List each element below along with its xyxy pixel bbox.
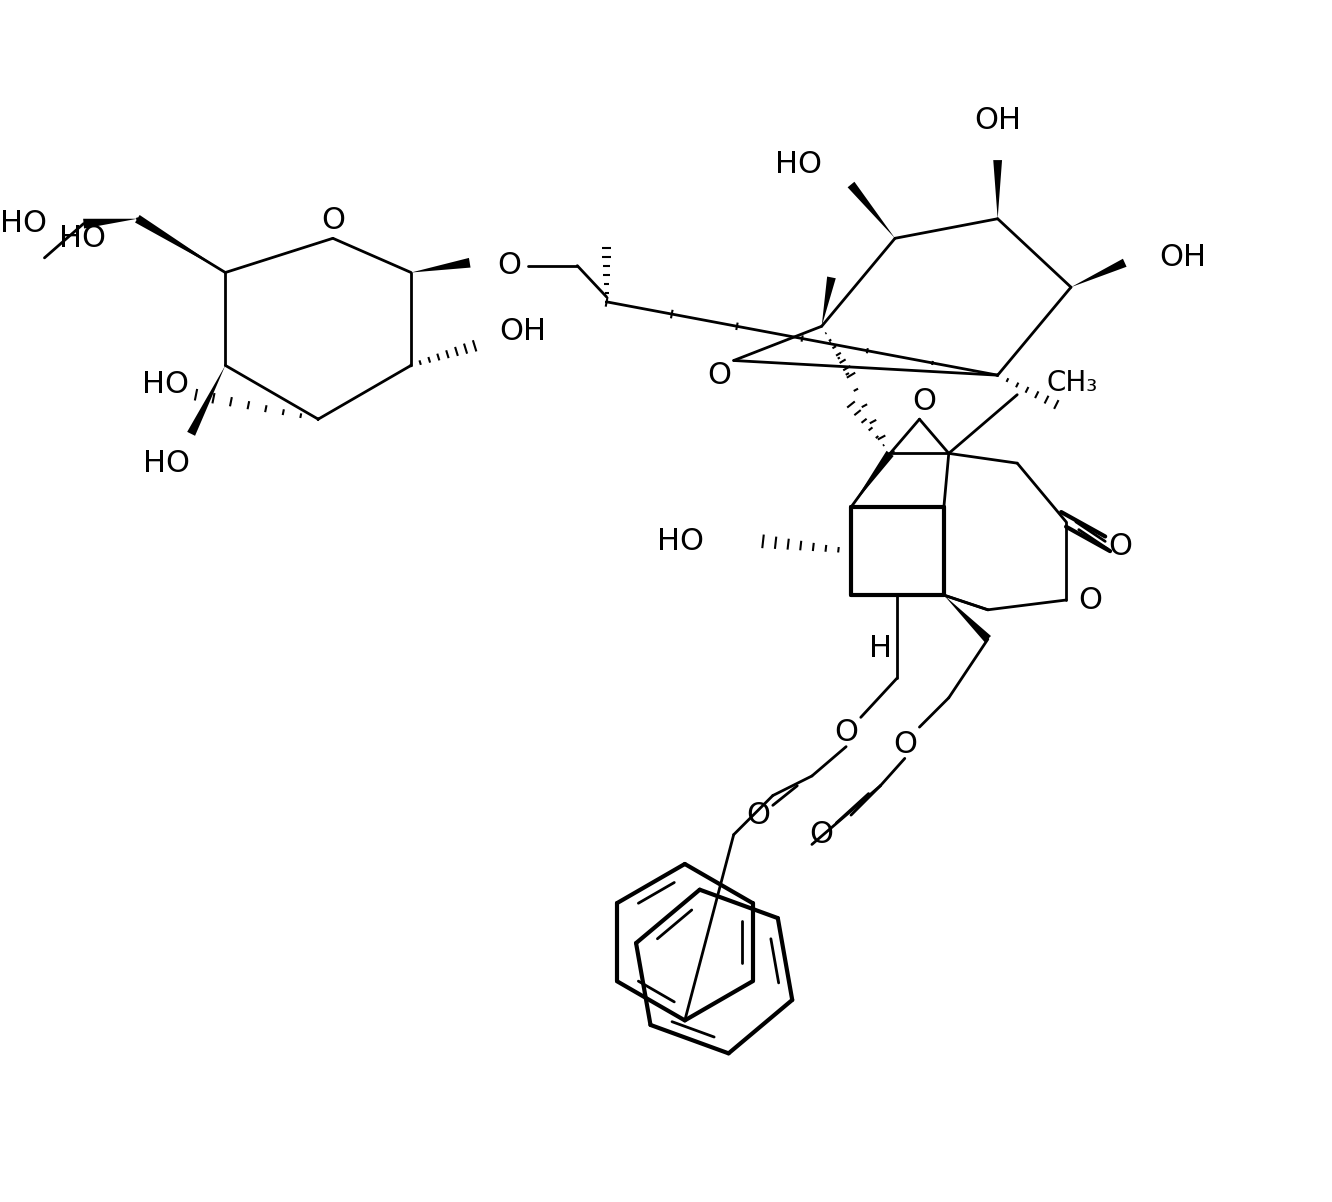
Text: HO: HO [59, 224, 107, 252]
Text: O: O [834, 718, 858, 746]
Polygon shape [188, 365, 225, 436]
Text: H: H [868, 635, 892, 664]
Text: O: O [1108, 531, 1132, 561]
Text: CH₃: CH₃ [1047, 369, 1098, 397]
Text: HO: HO [775, 150, 822, 179]
Text: O: O [707, 361, 731, 389]
Polygon shape [851, 451, 894, 507]
Polygon shape [1071, 258, 1127, 287]
Polygon shape [994, 160, 1002, 219]
Text: OH: OH [974, 107, 1022, 136]
Text: O: O [746, 801, 770, 829]
Text: O: O [1079, 585, 1103, 614]
Text: HO: HO [0, 209, 48, 238]
Polygon shape [944, 595, 991, 642]
Text: OH: OH [1159, 243, 1205, 273]
Text: O: O [321, 207, 345, 236]
Polygon shape [83, 219, 137, 228]
Polygon shape [412, 258, 470, 273]
Text: OH: OH [500, 316, 546, 346]
Text: HO: HO [143, 448, 190, 477]
Text: O: O [810, 820, 834, 849]
Polygon shape [822, 276, 835, 326]
Polygon shape [135, 215, 225, 273]
Text: HO: HO [143, 370, 189, 399]
Text: O: O [497, 251, 521, 280]
Text: O: O [892, 730, 916, 760]
Text: O: O [912, 387, 936, 416]
Text: HO: HO [658, 526, 705, 555]
Polygon shape [847, 182, 895, 238]
